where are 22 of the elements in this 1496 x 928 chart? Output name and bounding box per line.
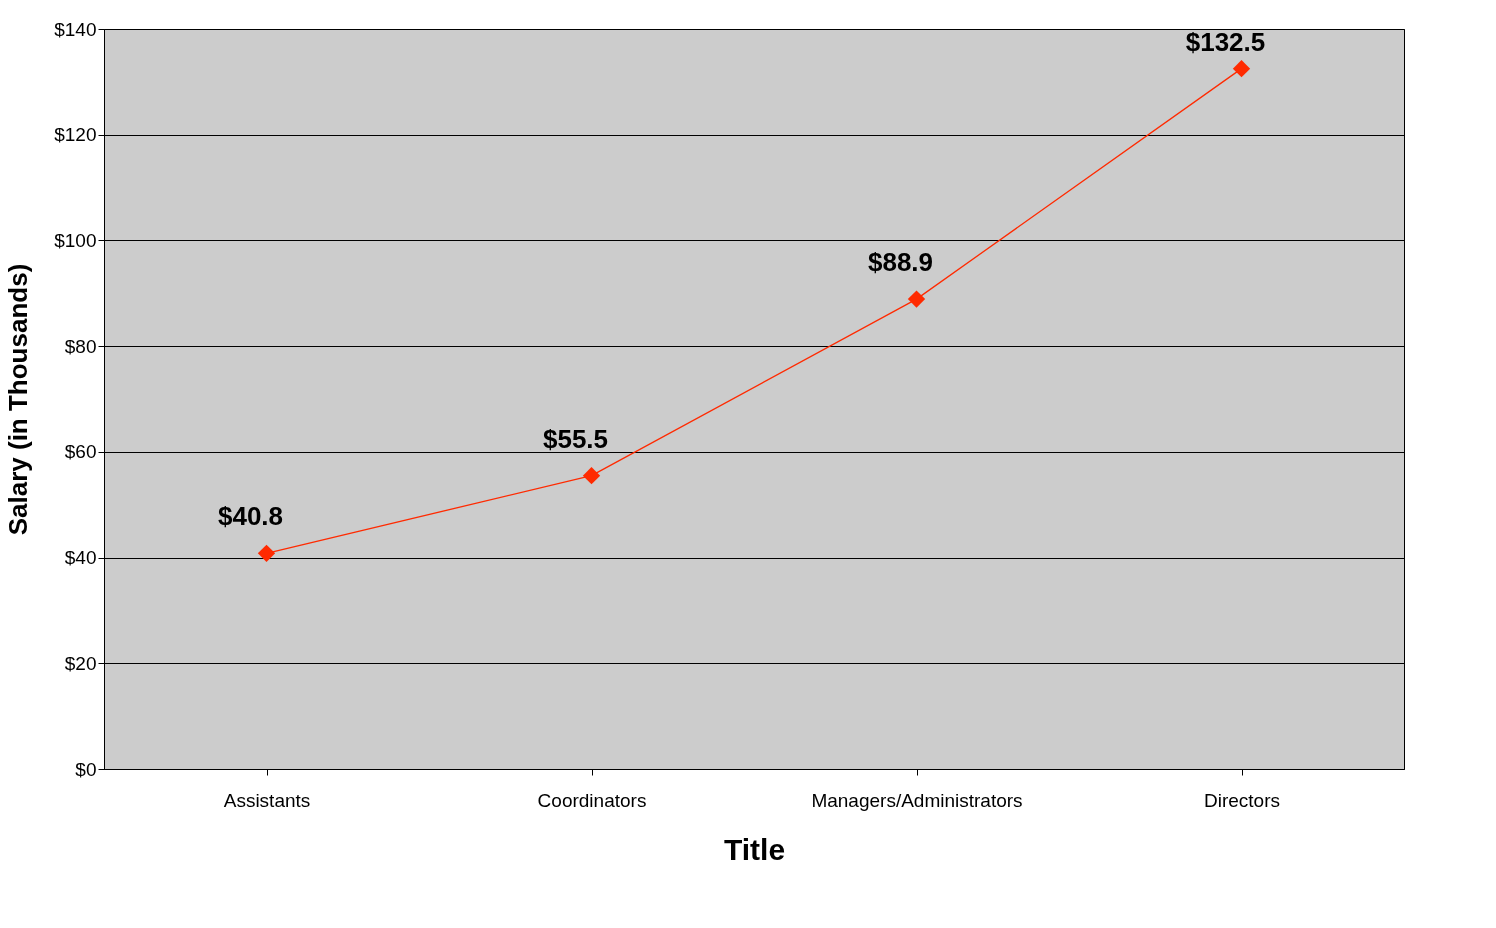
data-label: $55.5 bbox=[542, 423, 609, 454]
point bbox=[582, 466, 601, 485]
point bbox=[907, 290, 926, 308]
y-tick-label: $60 bbox=[64, 441, 97, 463]
y-tick-label: $40 bbox=[64, 547, 97, 569]
x-tick-label: Assistants bbox=[223, 789, 311, 811]
y-tick-label: $140 bbox=[54, 18, 97, 40]
x-axis-title: Title bbox=[723, 832, 786, 866]
y-tick-label: $120 bbox=[54, 124, 97, 146]
y-tick-label: $100 bbox=[54, 229, 97, 251]
y-tick-label: $0 bbox=[75, 758, 97, 780]
y-axis-title: Salary (in Thousands) bbox=[3, 263, 34, 536]
point bbox=[257, 544, 276, 562]
point bbox=[1232, 59, 1251, 78]
x-tick-label: Coordinators bbox=[537, 789, 647, 811]
data-label: $88.9 bbox=[867, 247, 934, 278]
x-tick-label: Managers/Administrators bbox=[811, 789, 1023, 811]
y-tick-label: $80 bbox=[64, 335, 97, 357]
data-label: $132.5 bbox=[1185, 27, 1266, 57]
x-tick-label: Directors bbox=[1203, 789, 1281, 811]
data-label: $40.8 bbox=[217, 501, 284, 532]
y-tick-label: $20 bbox=[64, 652, 97, 674]
